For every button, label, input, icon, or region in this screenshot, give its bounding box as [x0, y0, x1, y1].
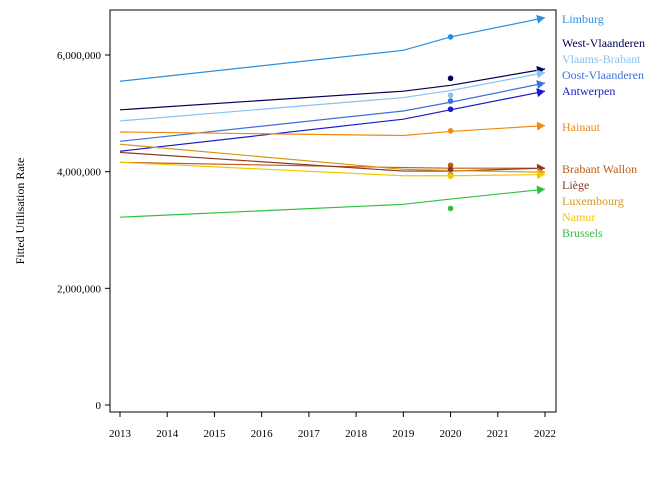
series-line — [119, 71, 546, 122]
series-arrowhead — [536, 121, 545, 131]
x-tick-label: 2021 — [487, 428, 509, 440]
legend-entry: Limburg — [562, 12, 604, 26]
y-tick-label: 0 — [96, 400, 102, 412]
y-axis-title: Fitted Utilisation Rate — [13, 158, 27, 265]
y-tick-label: 4,000,000 — [57, 167, 102, 179]
observed-point — [447, 128, 454, 134]
legend-entry: Liège — [562, 178, 589, 192]
series-arrowhead — [536, 170, 545, 180]
legend-entry: West-Vlaanderen — [562, 36, 645, 50]
legend-entry: Antwerpen — [562, 84, 615, 98]
series-line — [119, 188, 546, 218]
series-line — [119, 161, 546, 177]
x-tick-label: 2018 — [345, 428, 368, 440]
x-tick-label: 2022 — [534, 428, 556, 440]
series-arrowhead — [536, 14, 545, 24]
series-line — [119, 17, 546, 82]
legend: Limburg West-Vlaanderen Vlaams-Brabant Oost… — [562, 12, 645, 240]
observed-point — [447, 173, 454, 180]
series-lines — [119, 14, 546, 218]
series-line — [119, 151, 546, 172]
x-axis: 2013 2014 2015 2016 2017 2018 2019 2020 2021 2022 — [109, 412, 556, 440]
legend-entry: Brussels — [562, 226, 603, 240]
x-tick-label: 2019 — [392, 428, 415, 440]
observed-point — [447, 34, 454, 40]
legend-entry: Luxembourg — [562, 194, 624, 208]
series-arrowhead — [536, 88, 545, 98]
observed-point — [447, 166, 454, 173]
x-tick-label: 2016 — [251, 428, 274, 440]
legend-entry: Oost-Vlaanderen — [562, 68, 644, 82]
x-tick-label: 2017 — [298, 428, 321, 440]
legend-entry: Hainaut — [562, 120, 601, 134]
series-line — [119, 143, 546, 173]
observed-point — [447, 75, 454, 82]
plot-frame — [109, 9, 557, 413]
legend-entry: Vlaams-Brabant — [562, 52, 641, 66]
observed-point — [447, 162, 454, 169]
series-arrowhead — [536, 185, 545, 195]
x-tick-label: 2014 — [156, 428, 179, 440]
series-arrowhead — [536, 69, 545, 79]
series-line — [119, 124, 546, 137]
series-arrowhead — [536, 80, 545, 90]
y-axis: 0 2,000,000 4,000,000 6,000,000 — [57, 50, 110, 412]
y-tick-label: 2,000,000 — [57, 283, 102, 295]
observed-points — [447, 34, 454, 212]
observed-point — [447, 92, 454, 99]
x-tick-label: 2020 — [440, 428, 463, 440]
observed-point — [447, 98, 454, 104]
legend-entry: Brabant Wallon — [562, 162, 637, 176]
series-line — [119, 161, 545, 169]
x-tick-label: 2013 — [109, 428, 132, 440]
x-tick-label: 2015 — [203, 428, 226, 440]
y-tick-label: 6,000,000 — [57, 50, 102, 62]
observed-point — [447, 205, 454, 212]
series-line — [119, 68, 546, 111]
series-line — [119, 90, 546, 152]
observed-point — [447, 106, 454, 113]
series-line — [119, 82, 546, 142]
legend-entry: Namur — [562, 210, 595, 224]
